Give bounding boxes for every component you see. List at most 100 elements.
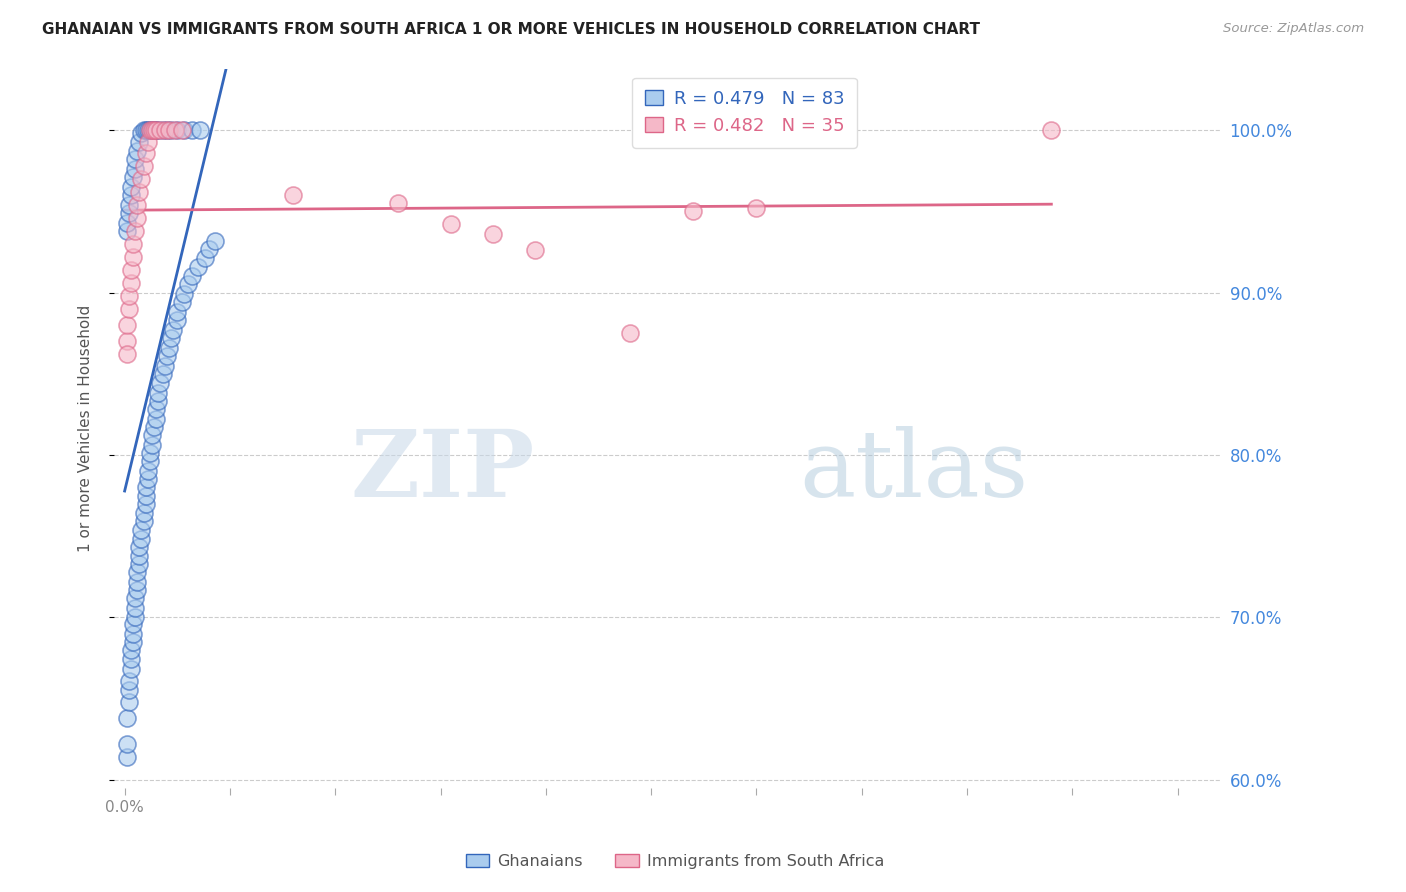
Point — [153, 359, 176, 373]
Point — [131, 172, 153, 186]
Point — [115, 737, 138, 751]
Text: atlas: atlas — [800, 426, 1029, 516]
Point — [281, 188, 304, 202]
Point — [120, 188, 142, 202]
Point — [124, 153, 146, 167]
Point — [122, 616, 145, 631]
Point — [136, 123, 159, 137]
Point — [139, 446, 162, 460]
Point — [115, 347, 138, 361]
Point — [115, 224, 138, 238]
Point — [1040, 123, 1063, 137]
Point — [127, 582, 149, 597]
Point — [482, 227, 505, 241]
Point — [181, 269, 204, 284]
Point — [132, 507, 155, 521]
Point — [198, 242, 221, 256]
Point — [145, 123, 167, 137]
Point — [145, 412, 167, 426]
Point — [141, 428, 163, 442]
Legend: Ghanaians, Immigrants from South Africa: Ghanaians, Immigrants from South Africa — [460, 847, 890, 875]
Point — [124, 162, 146, 177]
Legend: R = 0.479   N = 83, R = 0.482   N = 35: R = 0.479 N = 83, R = 0.482 N = 35 — [633, 78, 858, 148]
Point — [440, 218, 463, 232]
Point — [128, 557, 150, 571]
Point — [173, 123, 195, 137]
Point — [115, 750, 138, 764]
Point — [120, 642, 142, 657]
Point — [619, 326, 641, 340]
Point — [139, 123, 162, 137]
Point — [124, 591, 146, 605]
Point — [120, 652, 142, 666]
Point — [143, 123, 166, 137]
Y-axis label: 1 or more Vehicles in Household: 1 or more Vehicles in Household — [79, 304, 93, 552]
Point — [120, 180, 142, 194]
Point — [143, 123, 166, 137]
Point — [136, 472, 159, 486]
Text: Source: ZipAtlas.com: Source: ZipAtlas.com — [1223, 22, 1364, 36]
Point — [127, 198, 149, 212]
Point — [524, 244, 547, 258]
Point — [120, 662, 142, 676]
Point — [162, 323, 184, 337]
Point — [157, 341, 180, 355]
Point — [149, 376, 172, 391]
Point — [127, 574, 149, 589]
Point — [141, 438, 163, 452]
Point — [173, 287, 195, 301]
Point — [135, 489, 157, 503]
Point — [160, 331, 183, 345]
Point — [131, 523, 153, 537]
Point — [124, 610, 146, 624]
Point — [181, 123, 204, 137]
Point — [124, 600, 146, 615]
Point — [124, 224, 146, 238]
Point — [139, 454, 162, 468]
Point — [118, 683, 141, 698]
Point — [148, 123, 170, 137]
Point — [122, 236, 145, 251]
Point — [118, 673, 141, 688]
Point — [153, 123, 176, 137]
Point — [141, 123, 163, 137]
Point — [166, 305, 188, 319]
Point — [118, 289, 141, 303]
Point — [166, 313, 188, 327]
Point — [745, 201, 768, 215]
Point — [128, 135, 150, 149]
Point — [128, 541, 150, 555]
Point — [131, 533, 153, 547]
Point — [127, 145, 149, 159]
Point — [128, 549, 150, 563]
Point — [148, 394, 170, 409]
Point — [115, 318, 138, 332]
Text: ZIP: ZIP — [350, 426, 534, 516]
Point — [166, 123, 188, 137]
Point — [127, 565, 149, 579]
Text: GHANAIAN VS IMMIGRANTS FROM SOUTH AFRICA 1 OR MORE VEHICLES IN HOUSEHOLD CORRELA: GHANAIAN VS IMMIGRANTS FROM SOUTH AFRICA… — [42, 22, 980, 37]
Point — [149, 123, 172, 137]
Point — [136, 464, 159, 478]
Point — [141, 123, 163, 137]
Point — [177, 277, 200, 292]
Point — [152, 123, 174, 137]
Point — [118, 695, 141, 709]
Point — [115, 216, 138, 230]
Point — [170, 123, 193, 137]
Point — [157, 123, 180, 137]
Point — [122, 634, 145, 648]
Point — [131, 127, 153, 141]
Point — [135, 123, 157, 137]
Point — [156, 349, 179, 363]
Point — [118, 301, 141, 316]
Point — [115, 711, 138, 725]
Point — [136, 135, 159, 149]
Point — [165, 123, 187, 137]
Point — [128, 185, 150, 199]
Point — [120, 276, 142, 290]
Point — [682, 204, 704, 219]
Point — [160, 123, 183, 137]
Point — [139, 123, 162, 137]
Point — [132, 515, 155, 529]
